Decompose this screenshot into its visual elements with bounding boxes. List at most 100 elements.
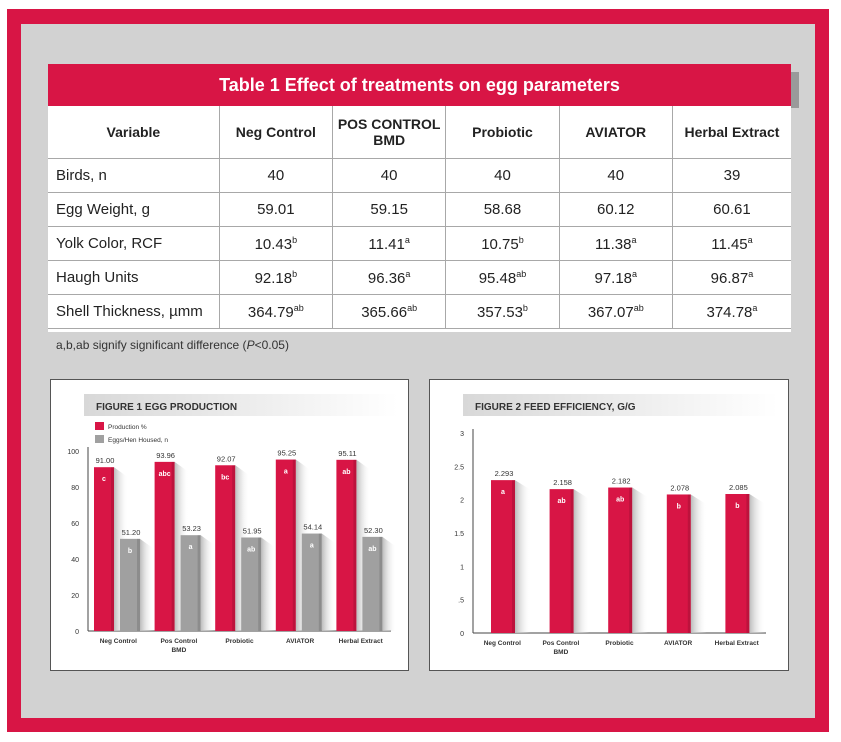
table-cell: 11.41a	[331, 226, 447, 261]
x-tick-label: Herbal Extract	[715, 640, 760, 647]
chart-title-band	[463, 394, 778, 416]
significance-letter: ab	[293, 302, 304, 313]
column-header: POS CONTROL BMD	[331, 106, 447, 159]
row-variable: Shell Thickness, µmm	[48, 294, 220, 329]
bar	[666, 494, 691, 633]
bar-edge	[318, 533, 322, 631]
column-header: Probiotic	[445, 106, 560, 159]
legend-swatch	[95, 422, 104, 430]
table-cell: 92.18b	[218, 260, 333, 295]
x-tick-label: Neg Control	[100, 638, 137, 645]
table-row: Shell Thickness, µmm 364.79ab 365.66ab 357.…	[48, 294, 791, 329]
significance-letter: a	[284, 469, 288, 476]
figure-2-panel: FIGURE 2 FEED EFFICIENCY, G/G 0 .5 1 1.5 2 2.5…	[429, 379, 789, 671]
bar-shadow	[632, 487, 649, 633]
y-tick-label: 0	[75, 629, 79, 636]
x-tick-label: AVIATOR	[664, 640, 692, 647]
significance-letter: b	[128, 548, 132, 555]
legend-swatch	[95, 435, 104, 443]
egg-parameters-table: Variable Neg Control POS CONTROL BMD Probiot…	[48, 106, 791, 329]
bar	[275, 459, 296, 631]
y-tick-label: 60	[71, 521, 79, 528]
table-row: Yolk Color, RCF 10.43b 11.41a 10.75b 11.38a 1…	[48, 226, 791, 261]
significance-letter: ab	[516, 268, 527, 279]
significance-letter: a	[748, 268, 754, 279]
bar-value-label: 52.30	[364, 526, 383, 535]
significance-letter: a	[631, 234, 637, 245]
table-cell: 374.78a	[671, 294, 791, 329]
significance-letter: bc	[221, 474, 229, 481]
bar-value-label: 93.96	[156, 451, 175, 460]
significance-letter: b	[522, 302, 528, 313]
significance-letter: ab	[633, 302, 644, 313]
table-cell: 365.66ab	[331, 294, 447, 329]
bar-value-label: 51.95	[243, 526, 262, 535]
significance-letter: b	[735, 503, 739, 510]
table-cell: 60.61	[671, 192, 791, 227]
bar	[94, 467, 114, 631]
significance-letter: b	[292, 234, 298, 245]
bar	[180, 535, 201, 631]
significance-letter: c	[102, 476, 106, 483]
significance-letter: ab	[616, 497, 624, 504]
bar	[362, 536, 383, 631]
table-cell: 96.36a	[331, 260, 447, 295]
significance-letter: ab	[342, 469, 350, 476]
y-tick-label: 100	[67, 449, 79, 456]
table-cell: 11.38a	[558, 226, 673, 261]
bar-value-label: 2.293	[495, 469, 514, 478]
feed-efficiency-chart: FIGURE 2 FEED EFFICIENCY, G/G 0 .5 1 1.5 2 2.5…	[454, 394, 778, 656]
y-tick-label: 0	[460, 631, 464, 638]
significance-letter: a	[752, 302, 758, 313]
bar-value-label: 2.182	[612, 477, 631, 486]
row-variable: Yolk Color, RCF	[48, 226, 220, 261]
bar	[549, 489, 574, 633]
table-cell: 59.01	[218, 192, 333, 227]
legend-label: Production %	[108, 424, 147, 431]
significance-letter: ab	[368, 546, 376, 553]
bar-edge	[379, 536, 383, 631]
row-variable: Birds, n	[48, 158, 220, 193]
bar-value-label: 91.00	[96, 456, 115, 465]
significance-letter: a	[405, 268, 411, 279]
table-cell: 58.68	[445, 192, 560, 227]
bar-shadow	[321, 533, 336, 631]
bar	[491, 480, 515, 633]
bar-edge	[512, 480, 515, 633]
x-tick-label: Neg Control	[484, 640, 521, 647]
table-cell: 364.79ab	[218, 294, 333, 329]
x-tick-label: Probiotic	[605, 640, 634, 647]
footnote-italic: P	[246, 338, 255, 352]
significance-letter: a	[501, 489, 505, 496]
significance-letter: b	[677, 503, 681, 510]
bar-shadow	[261, 537, 276, 631]
y-tick-label: 80	[71, 485, 79, 492]
table-row: Haugh Units 92.18b 96.36a 95.48ab 97.18a 96.8…	[48, 260, 791, 295]
table-cell: 60.12	[558, 192, 673, 227]
bar-shadow	[749, 494, 766, 633]
bar-edge	[111, 467, 114, 631]
significance-letter: ab	[247, 546, 255, 553]
table-header-row: Variable Neg Control POS CONTROL BMD Probiot…	[48, 106, 791, 159]
bar	[336, 459, 357, 631]
bar-value-label: 51.20	[122, 528, 141, 537]
table-cell: 59.15	[331, 192, 447, 227]
table-cell: 40	[218, 158, 333, 193]
bar-edge	[292, 459, 296, 631]
significance-letter: abc	[159, 471, 171, 478]
significance-letter: a	[632, 268, 638, 279]
bar-edge	[687, 494, 691, 633]
row-variable: Haugh Units	[48, 260, 220, 295]
bar-value-label: 95.25	[277, 449, 296, 458]
bar-edge	[232, 465, 236, 631]
significance-letter: b	[292, 268, 298, 279]
table-footnote: a,b,ab signify significant difference (P…	[56, 338, 289, 352]
bar-shadow	[382, 536, 397, 631]
table-row: Birds, n 40 40 40 40 39	[48, 158, 791, 193]
column-header: AVIATOR	[558, 106, 673, 159]
y-tick-label: 40	[71, 557, 79, 564]
bar	[154, 461, 175, 631]
bar-shadow	[690, 494, 707, 633]
y-tick-label: 2.5	[454, 464, 464, 471]
y-tick-label: 2	[460, 498, 464, 505]
